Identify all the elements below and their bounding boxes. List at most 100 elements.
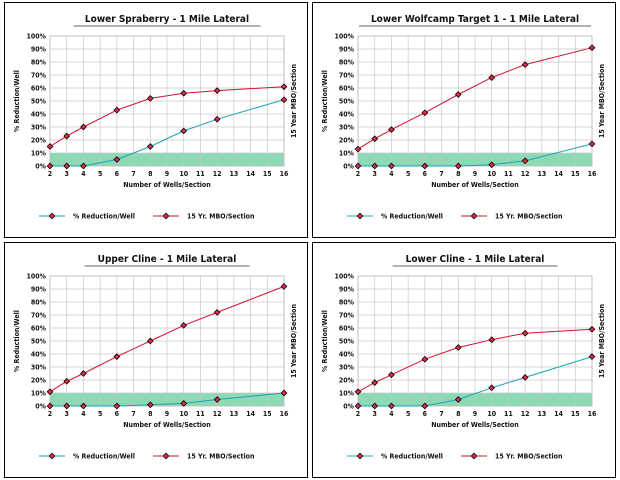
y-tick-label: 70% xyxy=(339,72,355,80)
x-tick-label: 4 xyxy=(389,170,394,178)
legend-label: % Reduction/Well xyxy=(73,453,135,461)
x-tick-label: 15 xyxy=(571,170,580,178)
legend-label: 15 Yr. MBO/Section xyxy=(187,213,254,221)
x-tick-label: 9 xyxy=(473,410,477,418)
legend-label: % Reduction/Well xyxy=(381,453,443,461)
y-tick-label: 80% xyxy=(31,299,47,307)
x-axis-label: Number of Wells/Section xyxy=(123,181,211,189)
x-tick-label: 8 xyxy=(456,170,460,178)
y-tick-label: 30% xyxy=(339,364,355,372)
data-point xyxy=(421,402,429,410)
x-tick-label: 9 xyxy=(473,170,477,178)
y-tick-label: 10% xyxy=(31,390,47,398)
data-point xyxy=(388,371,395,379)
data-point xyxy=(488,336,496,344)
y-tick-label: 40% xyxy=(339,351,355,359)
x-tick-label: 9 xyxy=(165,170,169,178)
legend-label: 15 Yr. MBO/Section xyxy=(495,453,562,461)
data-point xyxy=(46,143,54,150)
x-tick-label: 14 xyxy=(246,170,255,178)
data-point xyxy=(213,87,221,94)
data-point xyxy=(180,400,188,407)
x-tick-label: 11 xyxy=(504,410,513,418)
y-tick-label: 0% xyxy=(343,403,354,411)
x-tick-label: 5 xyxy=(406,170,410,178)
y-tick-label: 20% xyxy=(339,377,355,385)
x-tick-label: 3 xyxy=(373,170,377,178)
y-tick-label: 80% xyxy=(339,59,355,67)
legend-label: % Reduction/Well xyxy=(73,213,135,221)
data-point xyxy=(113,353,121,360)
chart-svg: Lower Cline - 1 Mile Lateral 0% 10% 20% 30% 4… xyxy=(321,254,606,461)
x-tick-label: 11 xyxy=(196,410,205,418)
data-point xyxy=(180,127,188,135)
data-point xyxy=(488,74,496,81)
y-tick-label: 0% xyxy=(35,403,46,411)
y-tick-label: 20% xyxy=(31,137,47,145)
x-tick-label: 12 xyxy=(213,170,222,178)
y-tick-label: 80% xyxy=(339,299,355,307)
data-point xyxy=(588,44,596,52)
x-tick-label: 2 xyxy=(356,170,360,178)
data-point xyxy=(280,83,288,91)
chart-panel-upper-cline: Upper Cline - 1 Mile Lateral 0% 10% 20% 30% 4… xyxy=(4,242,308,478)
data-point xyxy=(80,123,87,131)
data-point xyxy=(113,156,121,163)
chart-svg: Upper Cline - 1 Mile Lateral 0% 10% 20% 30% 4… xyxy=(13,254,298,461)
y-tick-label: 100% xyxy=(335,273,355,281)
x-tick-label: 7 xyxy=(439,410,443,418)
data-point xyxy=(113,106,121,114)
data-point xyxy=(454,396,462,403)
chart-panel-lower-cline: Lower Cline - 1 Mile Lateral 0% 10% 20% 30% 4… xyxy=(312,242,616,478)
data-point xyxy=(113,402,121,410)
data-point xyxy=(46,162,54,170)
x-tick-label: 13 xyxy=(229,410,238,418)
x-axis-label: Number of Wells/Section xyxy=(123,421,211,429)
y-axis-label: % Reduction/Well xyxy=(13,310,21,372)
x-tick-label: 12 xyxy=(521,170,530,178)
data-point xyxy=(180,322,188,329)
data-point xyxy=(80,370,87,377)
x-tick-label: 16 xyxy=(280,170,289,178)
series-line xyxy=(357,328,593,393)
chart-svg: Lower Wolfcamp Target 1 - 1 Mile Lateral… xyxy=(321,14,606,221)
x-tick-label: 10 xyxy=(179,410,188,418)
data-point xyxy=(371,135,379,143)
y-tick-label: 50% xyxy=(339,338,355,346)
y-tick-label: 10% xyxy=(31,150,47,158)
chart-panel-lower-wolfcamp: Lower Wolfcamp Target 1 - 1 Mile Lateral… xyxy=(312,2,616,238)
data-point xyxy=(280,389,288,397)
data-point xyxy=(421,109,429,117)
x-tick-label: 13 xyxy=(229,170,238,178)
x-tick-label: 2 xyxy=(48,410,52,418)
y-tick-label: 10% xyxy=(339,390,355,398)
data-point xyxy=(80,162,87,170)
x-tick-label: 4 xyxy=(389,410,394,418)
x-tick-label: 5 xyxy=(406,410,410,418)
x-tick-label: 10 xyxy=(487,170,496,178)
data-point xyxy=(213,115,221,123)
x-tick-label: 7 xyxy=(439,170,443,178)
x-tick-label: 16 xyxy=(280,410,289,418)
data-point xyxy=(454,91,462,98)
chart-title: Lower Cline - 1 Mile Lateral xyxy=(406,254,545,265)
data-point xyxy=(388,162,395,170)
y-tick-label: 90% xyxy=(31,286,47,294)
x-tick-label: 11 xyxy=(196,170,205,178)
data-point xyxy=(146,95,154,102)
data-point xyxy=(146,401,154,409)
data-point xyxy=(388,126,395,133)
y-tick-label: 20% xyxy=(31,377,47,385)
chart-title: Upper Cline - 1 Mile Lateral xyxy=(98,254,237,265)
x-tick-label: 16 xyxy=(588,170,597,178)
series-line xyxy=(49,285,285,393)
x-tick-label: 6 xyxy=(423,170,428,178)
x-tick-label: 6 xyxy=(423,410,428,418)
y-axis-label: % Reduction/Well xyxy=(321,70,329,132)
y-tick-label: 10% xyxy=(339,150,355,158)
data-point xyxy=(354,402,362,410)
data-point xyxy=(354,145,362,153)
data-point xyxy=(280,96,288,104)
y-tick-label: 40% xyxy=(339,111,355,119)
x-tick-label: 8 xyxy=(148,170,152,178)
